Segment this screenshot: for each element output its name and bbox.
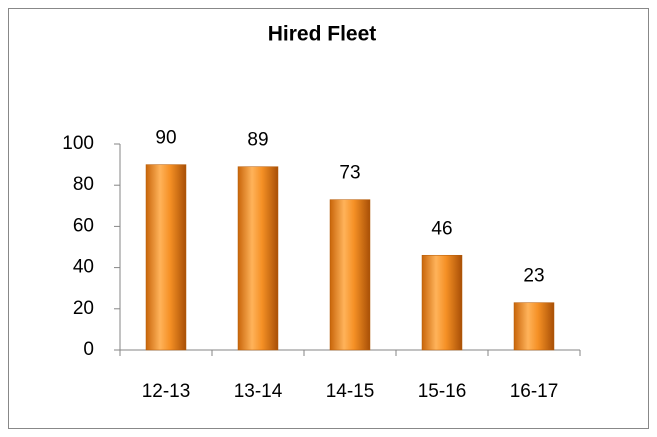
data-label: 23 [523,266,544,287]
data-label: 73 [339,163,360,184]
x-tick-label: 13-14 [234,381,283,402]
data-label: 90 [155,128,176,149]
x-tick-label: 15-16 [418,381,467,402]
y-tick-label: 80 [73,174,94,195]
chart-title: Hired Fleet [268,23,377,46]
y-tick-label: 60 [73,215,94,236]
bar [237,166,279,351]
y-tick-label: 40 [73,257,94,278]
bar [145,164,187,351]
bar [329,199,371,351]
chart-border [8,8,649,429]
x-tick-label: 14-15 [326,381,375,402]
bar [421,254,463,351]
data-label: 46 [431,218,452,239]
y-tick-label: 20 [73,298,94,319]
bar [513,302,555,351]
data-label: 89 [247,130,268,151]
x-tick-label: 12-13 [142,381,191,402]
y-tick-label: 0 [83,339,94,360]
x-tick-label: 16-17 [510,381,559,402]
y-tick-label: 100 [62,133,94,154]
